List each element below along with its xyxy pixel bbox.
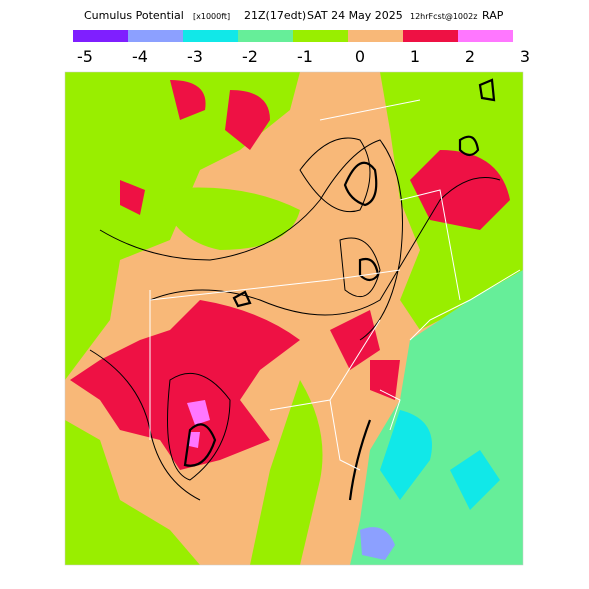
- valid-time: 21Z(17edt): [244, 9, 306, 22]
- colorbar-label: 3: [520, 47, 530, 66]
- colorbar-label: -5: [77, 47, 93, 66]
- colorbar-segment: [403, 30, 458, 42]
- colorbar-segment: [348, 30, 403, 42]
- map: [64, 71, 524, 566]
- colorbar-label: 2: [465, 47, 475, 66]
- units: [x1000ft]: [193, 12, 230, 21]
- colorbar-segment: [183, 30, 238, 42]
- title: Cumulus Potential: [84, 9, 184, 22]
- model: RAP: [482, 9, 504, 22]
- colorbar-label: 0: [355, 47, 365, 66]
- colorbar-segment: [458, 30, 513, 42]
- colorbar-segment: [293, 30, 348, 42]
- forecast: 12hrFcst@1002z: [410, 12, 477, 21]
- colorbar-label: -4: [132, 47, 148, 66]
- colorbar-segment: [238, 30, 293, 42]
- colorbar-label: -1: [297, 47, 313, 66]
- colorbar-label: 1: [410, 47, 420, 66]
- colorbar-label: -3: [187, 47, 203, 66]
- date: SAT 24 May 2025: [307, 9, 403, 22]
- colorbar-segment: [128, 30, 183, 42]
- colorbar-segment: [73, 30, 128, 42]
- colorbar: -5 -4 -3 -2 -1 0 1 2 3: [73, 30, 530, 66]
- colorbar-label: -2: [242, 47, 258, 66]
